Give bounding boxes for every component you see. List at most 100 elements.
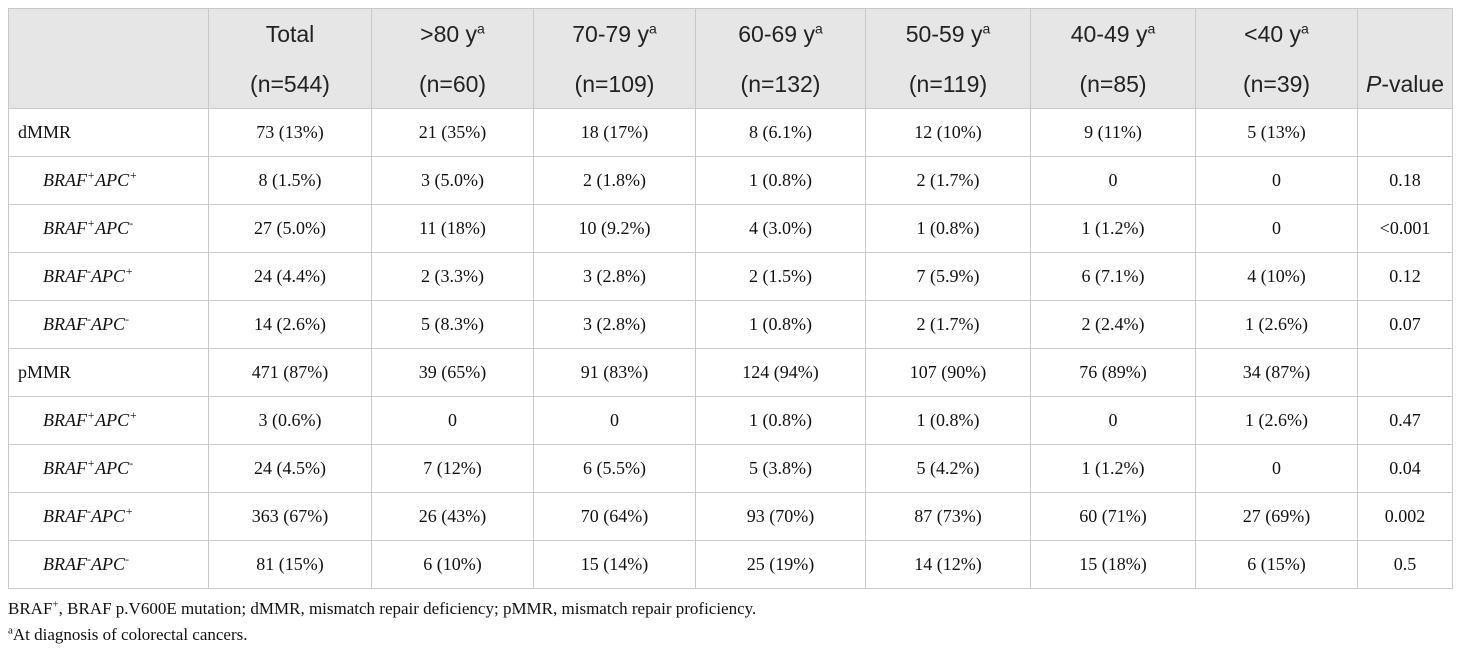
header-corner-cell	[8, 8, 209, 109]
table-row: BRAF-APC- 81 (15%) 6 (10%) 15 (14%) 25 (19%)…	[8, 540, 1453, 589]
table-cell: 6 (15%)	[1195, 540, 1358, 589]
table-cell: 18 (17%)	[533, 108, 696, 157]
table-cell: 1 (0.8%)	[695, 396, 866, 445]
table-cell: 3 (5.0%)	[371, 156, 534, 205]
table-row: BRAF+APC- 27 (5.0%) 11 (18%) 10 (9.2%) 4 (3.…	[8, 204, 1453, 253]
header-row-2: (n=544) (n=60) (n=109) (n=132) (n=119) (…	[9, 60, 1453, 109]
header-n-under40: (n=39)	[1195, 60, 1358, 109]
table-cell: 12 (10%)	[865, 108, 1031, 157]
table-cell: 2 (1.7%)	[865, 300, 1031, 349]
table-row: BRAF-APC+ 363 (67%) 26 (43%) 70 (64%) 93 (70…	[8, 492, 1453, 541]
table-cell: 3 (0.6%)	[208, 396, 372, 445]
table-cell: 363 (67%)	[208, 492, 372, 541]
table-cell: 5 (13%)	[1195, 108, 1358, 157]
header-n-60-69: (n=132)	[695, 60, 866, 109]
table-cell: 7 (5.9%)	[865, 252, 1031, 301]
header-age-60-69: 60-69 ya	[695, 8, 866, 60]
pvalue-cell: 0.5	[1357, 540, 1453, 589]
table-cell: 76 (89%)	[1030, 348, 1196, 397]
table-cell: 107 (90%)	[865, 348, 1031, 397]
table-cell: 2 (1.5%)	[695, 252, 866, 301]
row-subgroup-label: BRAF+APC-	[8, 204, 209, 253]
header-row-1: Total >80 ya 70-79 ya 60-69 ya 50-59 ya …	[8, 8, 1453, 109]
header-age-80plus: >80 ya	[371, 8, 534, 60]
table-cell: 0	[371, 396, 534, 445]
header-age-40-49: 40-49 ya	[1030, 8, 1196, 60]
table-cell: 70 (64%)	[533, 492, 696, 541]
table-row: BRAF-APC+ 24 (4.4%) 2 (3.3%) 3 (2.8%) 2 (1.5…	[8, 252, 1453, 301]
table-cell: 6 (5.5%)	[533, 444, 696, 493]
table-cell: 21 (35%)	[371, 108, 534, 157]
row-subgroup-label: BRAF-APC+	[8, 252, 209, 301]
table-cell: 6 (7.1%)	[1030, 252, 1196, 301]
table-cell: 0	[1195, 444, 1358, 493]
pvalue-cell	[1357, 108, 1453, 157]
table-cell: 1 (1.2%)	[1030, 204, 1196, 253]
table-cell: 3 (2.8%)	[533, 252, 696, 301]
header-age-50-59: 50-59 ya	[865, 8, 1031, 60]
pvalue-cell: 0.18	[1357, 156, 1453, 205]
table-cell: 11 (18%)	[371, 204, 534, 253]
footnote-abbreviations: BRAF+, BRAF p.V600E mutation; dMMR, mism…	[8, 598, 757, 618]
footnotes: BRAF+, BRAF p.V600E mutation; dMMR, mism…	[8, 596, 756, 648]
table-cell: 24 (4.5%)	[208, 444, 372, 493]
table-cell: 15 (14%)	[533, 540, 696, 589]
table-cell: 25 (19%)	[695, 540, 866, 589]
row-subgroup-label: BRAF-APC-	[8, 540, 209, 589]
table-cell: 7 (12%)	[371, 444, 534, 493]
header-total: Total	[208, 8, 372, 60]
table-cell: 2 (1.8%)	[533, 156, 696, 205]
table-row: BRAF-APC- 14 (2.6%) 5 (8.3%) 3 (2.8%) 1 (0.8…	[8, 300, 1453, 349]
header-age-70-79: 70-79 ya	[533, 8, 696, 60]
table-cell: 2 (3.3%)	[371, 252, 534, 301]
header-n-80plus: (n=60)	[371, 60, 534, 109]
table-cell: 1 (2.6%)	[1195, 396, 1358, 445]
table-cell: 5 (3.8%)	[695, 444, 866, 493]
header-n-70-79: (n=109)	[533, 60, 696, 109]
pvalue-cell: 0.47	[1357, 396, 1453, 445]
table-cell: 6 (10%)	[371, 540, 534, 589]
pvalue-cell: <0.001	[1357, 204, 1453, 253]
row-subgroup-label: BRAF-APC-	[8, 300, 209, 349]
table-cell: 93 (70%)	[695, 492, 866, 541]
table-cell: 5 (8.3%)	[371, 300, 534, 349]
table-cell: 9 (11%)	[1030, 108, 1196, 157]
table-cell: 8 (1.5%)	[208, 156, 372, 205]
pvalue-cell: 0.12	[1357, 252, 1453, 301]
table-cell: 0	[1195, 204, 1358, 253]
table-cell: 81 (15%)	[208, 540, 372, 589]
table-cell: 0	[1195, 156, 1358, 205]
pvalue-cell: 0.002	[1357, 492, 1453, 541]
table-cell: 2 (1.7%)	[865, 156, 1031, 205]
data-table: Total >80 ya 70-79 ya 60-69 ya 50-59 ya …	[8, 8, 1453, 589]
table-cell: 0	[1030, 396, 1196, 445]
table-cell: 27 (69%)	[1195, 492, 1358, 541]
pvalue-cell	[1357, 348, 1453, 397]
pvalue-cell: 0.04	[1357, 444, 1453, 493]
table-row: pMMR 471 (87%) 39 (65%) 91 (83%) 124 (94%) 10…	[8, 348, 1453, 397]
table-container: Total >80 ya 70-79 ya 60-69 ya 50-59 ya …	[8, 8, 1453, 589]
table-cell: 1 (2.6%)	[1195, 300, 1358, 349]
row-subgroup-label: BRAF-APC+	[8, 492, 209, 541]
header-n-total: (n=544)	[208, 60, 372, 109]
table-cell: 2 (2.4%)	[1030, 300, 1196, 349]
table-cell: 5 (4.2%)	[865, 444, 1031, 493]
header-n-40-49: (n=85)	[1030, 60, 1196, 109]
pvalue-cell: 0.07	[1357, 300, 1453, 349]
table-row: dMMR 73 (13%) 21 (35%) 18 (17%) 8 (6.1%) 12 (…	[8, 108, 1453, 157]
table-cell: 124 (94%)	[695, 348, 866, 397]
table-body: dMMR 73 (13%) 21 (35%) 18 (17%) 8 (6.1%) 12 (…	[8, 108, 1453, 589]
table-cell: 1 (1.2%)	[1030, 444, 1196, 493]
table-cell: 1 (0.8%)	[695, 156, 866, 205]
table-cell: 14 (12%)	[865, 540, 1031, 589]
table-cell: 60 (71%)	[1030, 492, 1196, 541]
header-pvalue: P-value	[1357, 60, 1453, 109]
table-row: BRAF+APC+ 8 (1.5%) 3 (5.0%) 2 (1.8%) 1 (0.8%…	[8, 156, 1453, 205]
table-cell: 73 (13%)	[208, 108, 372, 157]
table-cell: 1 (0.8%)	[865, 204, 1031, 253]
table-cell: 4 (3.0%)	[695, 204, 866, 253]
table-cell: 1 (0.8%)	[865, 396, 1031, 445]
header-n-50-59: (n=119)	[865, 60, 1031, 109]
table-cell: 10 (9.2%)	[533, 204, 696, 253]
table-cell: 8 (6.1%)	[695, 108, 866, 157]
